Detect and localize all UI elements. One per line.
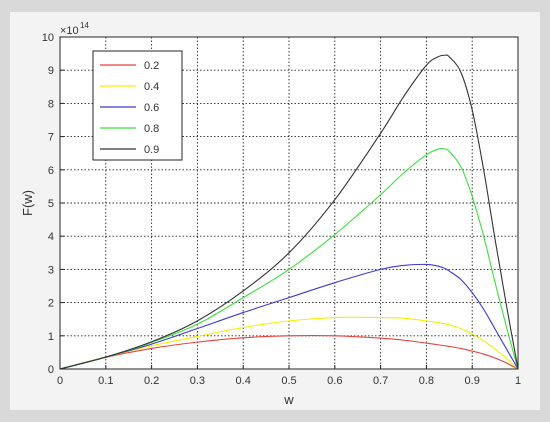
x-tick-label: 0.8 <box>419 375 434 387</box>
x-tick-label: 0.4 <box>236 375 251 387</box>
y-tick-label: 10 <box>42 32 54 44</box>
y-exponent-base: ×10 <box>60 25 79 37</box>
x-axis-label: w <box>283 392 294 407</box>
y-axis-label: F(w) <box>20 190 35 216</box>
y-tick-label: 8 <box>48 98 54 110</box>
series-line-0.8 <box>59 147 519 370</box>
y-tick-label: 2 <box>48 298 54 310</box>
y-tick-labels: 0 1 2 3 4 5 6 7 8 9 10 <box>42 32 54 376</box>
x-tick-label: 0.2 <box>144 375 159 387</box>
legend-entry: 0.9 <box>144 144 159 156</box>
y-tick-label: 1 <box>48 331 54 343</box>
y-exponent: ×10 14 <box>60 21 89 37</box>
plot-frame <box>59 36 519 370</box>
y-tick-label: 5 <box>48 198 54 210</box>
y-tick-label: 4 <box>48 231 54 243</box>
x-tick-labels: 0 0.1 0.2 0.3 0.4 0.5 0.6 0.7 0.8 0.9 1 <box>57 375 521 387</box>
series-lines <box>59 54 519 370</box>
x-tick-label: 1 <box>515 375 521 387</box>
x-tick-label: 0.3 <box>190 375 205 387</box>
y-tick-label: 0 <box>48 364 54 376</box>
x-tick-label: 0.6 <box>327 375 342 387</box>
series-line-0.4 <box>59 316 519 370</box>
y-tick-label: 3 <box>48 264 54 276</box>
y-tick-label: 9 <box>48 65 54 77</box>
series-line-0.6 <box>59 263 519 370</box>
legend-entry: 0.4 <box>144 81 159 93</box>
x-tick-label: 0.7 <box>373 375 388 387</box>
x-tick-label: 0.1 <box>98 375 113 387</box>
y-tick-label: 6 <box>48 165 54 177</box>
legend-entry: 0.6 <box>144 102 159 114</box>
legend-entry: 0.8 <box>144 123 159 135</box>
series-line-0.9 <box>59 54 519 370</box>
x-tick-label: 0 <box>57 375 63 387</box>
y-exponent-power: 14 <box>80 21 89 30</box>
series-line-0.2 <box>59 334 519 370</box>
y-tick-label: 7 <box>48 132 54 144</box>
legend-entry: 0.2 <box>144 60 159 72</box>
legend-box <box>92 50 183 161</box>
x-tick-label: 0.5 <box>281 375 296 387</box>
x-tick-label: 0.9 <box>465 375 480 387</box>
legend: 0.2 0.4 0.6 0.8 0.9 <box>92 50 183 161</box>
